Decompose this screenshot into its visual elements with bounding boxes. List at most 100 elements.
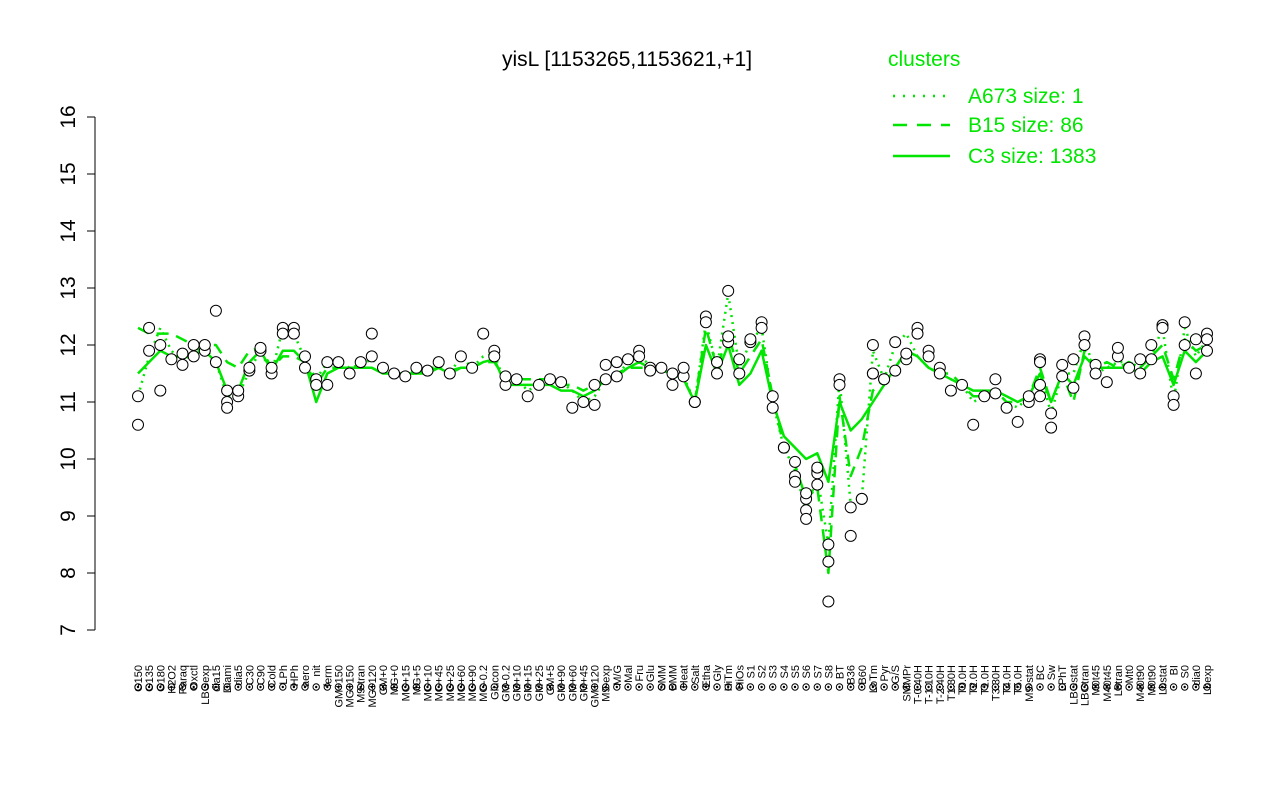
x-marker-dot — [1049, 685, 1053, 689]
x-tick-label: T0.0H — [957, 665, 969, 695]
x-tick-label: T1.30H — [946, 665, 958, 701]
x-tick-label: aero — [300, 665, 312, 687]
x-tick-label: T-0.40H — [913, 665, 925, 704]
data-point — [1067, 353, 1080, 366]
data-point — [688, 396, 701, 408]
y-tick-label: 10 — [57, 447, 80, 470]
data-point — [677, 361, 690, 374]
data-point — [287, 327, 300, 340]
x-marker-dot — [292, 685, 296, 689]
x-marker-dot — [270, 685, 273, 689]
x-marker-dot — [404, 685, 407, 689]
data-point — [922, 350, 935, 363]
data-point — [711, 367, 723, 380]
x-marker-dot — [715, 685, 719, 689]
x-tick-label: Mal — [623, 665, 635, 683]
x-tick-label: M/G — [612, 665, 624, 686]
x-tick-label: M40t90 — [1135, 665, 1147, 702]
x-marker-dot — [1105, 685, 1109, 689]
data-point — [978, 390, 991, 403]
x-marker-dot — [1116, 685, 1120, 689]
x-marker-dot — [682, 685, 685, 689]
data-point — [610, 370, 623, 383]
data-point — [209, 356, 222, 369]
x-marker-dot — [615, 685, 618, 689]
x-marker-dot — [749, 685, 752, 689]
data-point — [755, 321, 768, 334]
data-point — [855, 492, 868, 505]
data-point — [655, 361, 668, 374]
x-marker-dot — [727, 685, 730, 689]
data-point — [1178, 339, 1191, 351]
x-tick-label: C30 — [244, 665, 256, 685]
x-marker-dot — [1016, 685, 1019, 689]
x-tick-label: G150 — [133, 665, 145, 692]
x-tick-label: GM-0.2 — [501, 665, 513, 702]
data-point — [833, 378, 846, 391]
data-point — [1178, 316, 1191, 329]
x-tick-label: T5.0H — [1013, 665, 1025, 695]
x-marker-dot — [704, 685, 708, 689]
data-point — [588, 398, 601, 411]
data-point — [633, 350, 646, 363]
x-tick-label: HPh — [289, 665, 301, 686]
x-marker-dot — [983, 685, 986, 689]
data-point — [332, 356, 345, 369]
data-point — [811, 478, 824, 491]
data-point — [365, 350, 378, 363]
x-marker-dot — [147, 685, 151, 689]
x-marker-dot — [849, 685, 852, 689]
x-tick-label: Lbexp — [1202, 665, 1214, 695]
data-point — [989, 373, 1002, 386]
x-marker-dot — [203, 685, 206, 689]
data-point — [844, 529, 857, 542]
x-tick-label: S3 — [768, 665, 780, 678]
data-point — [1134, 353, 1147, 366]
data-point — [878, 373, 891, 386]
x-marker-dot — [593, 685, 596, 689]
x-tick-label: Lbtran — [1113, 665, 1125, 696]
x-tick-label: C90 — [256, 665, 268, 685]
x-marker-dot — [604, 685, 607, 689]
data-point — [209, 304, 222, 317]
data-point — [599, 373, 612, 386]
data-point — [221, 401, 234, 414]
x-marker-dot — [415, 685, 418, 689]
x-marker-dot — [559, 685, 563, 689]
x-tick-label: MG+90 — [467, 665, 479, 701]
x-marker-dot — [927, 685, 930, 689]
x-tick-label: BMM — [668, 665, 680, 691]
data-point — [1189, 367, 1202, 380]
x-marker-dot — [1139, 685, 1142, 689]
x-marker-dot — [916, 685, 919, 689]
x-tick-label: MG+10 — [423, 665, 435, 701]
data-point — [276, 327, 289, 340]
x-marker-dot — [838, 685, 841, 689]
data-point — [432, 356, 445, 369]
data-point — [1034, 378, 1046, 391]
x-marker-dot — [192, 685, 195, 689]
x-tick-label: GM+5 — [545, 665, 557, 695]
series-line-2 — [137, 326, 1208, 575]
data-point — [789, 455, 801, 468]
x-marker-dot — [582, 685, 585, 689]
data-point — [1167, 398, 1180, 411]
x-tick-label: Mt0 — [1124, 665, 1136, 683]
x-tick-label: MG+25 — [445, 665, 457, 701]
data-point — [1056, 358, 1069, 371]
x-marker-dot — [225, 685, 229, 689]
data-point — [722, 330, 735, 343]
x-tick-label: GM+15 — [523, 665, 535, 701]
x-marker-dot — [693, 685, 696, 689]
x-tick-label: S5 — [790, 665, 802, 678]
x-tick-label: Etha — [701, 664, 713, 688]
x-tick-label: H2O2 — [166, 665, 178, 694]
x-tick-label: MG+150 — [345, 665, 357, 708]
data-point — [477, 327, 490, 340]
x-marker-dot — [248, 685, 251, 689]
x-tick-label: M9-stat — [1024, 665, 1036, 702]
data-point — [566, 401, 579, 414]
x-marker-dot — [637, 685, 641, 689]
data-point — [154, 339, 167, 351]
x-axis: G150 G135 G180 H2O2 Paraq Oxctl LBGexp dia15 Dia… — [133, 664, 1214, 707]
